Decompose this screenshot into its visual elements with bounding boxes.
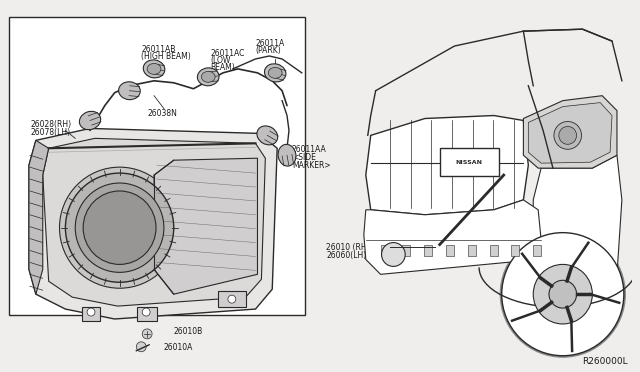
- Circle shape: [502, 232, 624, 356]
- Ellipse shape: [268, 67, 282, 78]
- Text: MARKER>: MARKER>: [292, 161, 331, 170]
- Bar: [446, 244, 454, 256]
- Ellipse shape: [197, 68, 219, 86]
- Text: 26011AA: 26011AA: [292, 145, 326, 154]
- Bar: [424, 244, 432, 256]
- Polygon shape: [82, 307, 100, 321]
- Circle shape: [83, 191, 156, 264]
- Text: 26028(RH): 26028(RH): [31, 121, 72, 129]
- Polygon shape: [364, 200, 541, 274]
- Text: 26010 (RH): 26010 (RH): [326, 243, 370, 251]
- Circle shape: [554, 122, 582, 149]
- Bar: [381, 244, 388, 256]
- Polygon shape: [29, 128, 277, 319]
- Polygon shape: [218, 291, 246, 307]
- Text: (LOW: (LOW: [210, 56, 230, 65]
- Polygon shape: [528, 103, 612, 163]
- Circle shape: [76, 183, 164, 272]
- Bar: [490, 244, 497, 256]
- Polygon shape: [533, 155, 622, 279]
- Circle shape: [136, 342, 146, 352]
- Text: BEAM): BEAM): [210, 63, 235, 72]
- Text: 26078(LH): 26078(LH): [31, 128, 71, 137]
- Circle shape: [65, 173, 173, 282]
- Circle shape: [142, 329, 152, 339]
- Circle shape: [228, 295, 236, 303]
- Ellipse shape: [264, 64, 286, 82]
- Bar: [468, 244, 476, 256]
- Text: <SIDE: <SIDE: [292, 153, 316, 162]
- Ellipse shape: [79, 111, 100, 130]
- Polygon shape: [43, 138, 266, 306]
- Text: 26011AC: 26011AC: [210, 49, 244, 58]
- Ellipse shape: [143, 60, 165, 78]
- Polygon shape: [154, 158, 257, 294]
- Text: 26010B: 26010B: [173, 327, 203, 336]
- Ellipse shape: [147, 63, 161, 74]
- Polygon shape: [29, 140, 49, 294]
- Circle shape: [533, 264, 593, 324]
- Text: R260000L: R260000L: [582, 357, 628, 366]
- Circle shape: [142, 308, 150, 316]
- Ellipse shape: [278, 144, 296, 166]
- Bar: [9, 17, 305, 315]
- Text: 26011A: 26011A: [255, 39, 285, 48]
- Text: (HIGH BEAM): (HIGH BEAM): [141, 52, 191, 61]
- Ellipse shape: [202, 71, 215, 82]
- Bar: [511, 244, 519, 256]
- Bar: [533, 244, 541, 256]
- Text: (PARK): (PARK): [255, 46, 281, 55]
- Ellipse shape: [257, 126, 278, 145]
- Circle shape: [559, 126, 577, 144]
- Circle shape: [549, 280, 577, 308]
- Circle shape: [60, 167, 180, 288]
- Text: 26011AB: 26011AB: [141, 45, 175, 54]
- Polygon shape: [524, 96, 617, 168]
- Text: 26060(LH): 26060(LH): [326, 250, 367, 260]
- Text: NISSAN: NISSAN: [456, 160, 483, 165]
- Circle shape: [87, 308, 95, 316]
- Bar: [403, 244, 410, 256]
- Polygon shape: [366, 116, 528, 215]
- Circle shape: [381, 243, 405, 266]
- Bar: [440, 148, 499, 176]
- Text: 26010A: 26010A: [164, 343, 193, 352]
- Ellipse shape: [118, 82, 140, 100]
- Text: 26038N: 26038N: [147, 109, 177, 118]
- Polygon shape: [138, 307, 157, 321]
